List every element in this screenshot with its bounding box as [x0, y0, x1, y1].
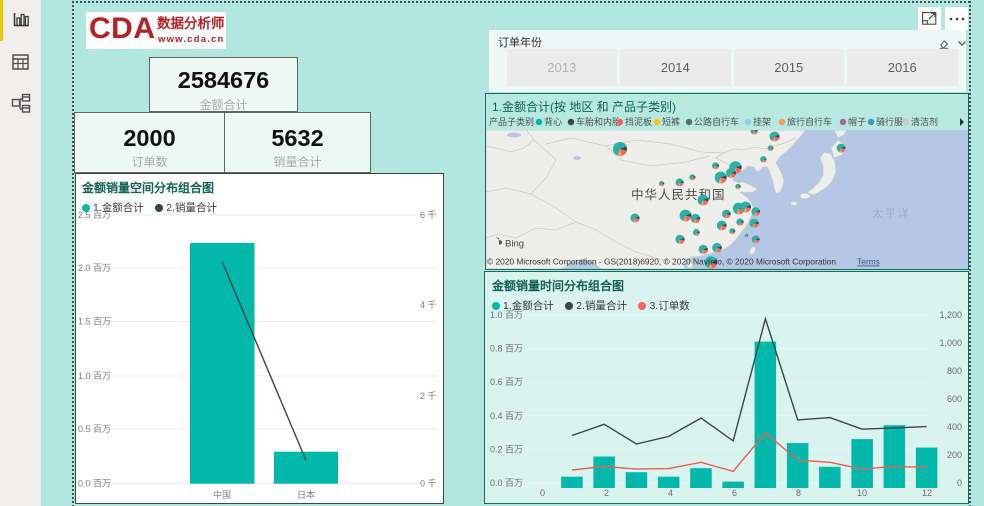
svg-text:短裤: 短裤 — [662, 116, 680, 127]
svg-text:4 千: 4 千 — [420, 300, 437, 310]
svg-text:2 千: 2 千 — [420, 391, 437, 401]
svg-text:0 千: 0 千 — [420, 479, 437, 489]
svg-text:200: 200 — [947, 450, 962, 460]
svg-text:0: 0 — [540, 488, 545, 498]
svg-text:6: 6 — [732, 488, 737, 498]
svg-text:日本: 日本 — [297, 489, 315, 500]
svg-text:挂架: 挂架 — [753, 116, 771, 127]
svg-text:Terms: Terms — [857, 257, 880, 267]
svg-text:0.4 百万: 0.4 百万 — [490, 411, 523, 421]
svg-text:0: 0 — [957, 478, 962, 488]
svg-text:中国: 中国 — [213, 489, 231, 500]
svg-text:600: 600 — [947, 394, 962, 404]
svg-text:清洁剂: 清洁剂 — [911, 116, 938, 127]
svg-text:© 2020 Microsoft Corporation -: © 2020 Microsoft Corporation - GS(2018)6… — [487, 257, 836, 267]
svg-text:2.0 百万: 2.0 百万 — [78, 263, 111, 273]
svg-text:挡泥板: 挡泥板 — [625, 116, 652, 127]
svg-text:车胎和内胎: 车胎和内胎 — [576, 116, 621, 127]
svg-text:0.8 百万: 0.8 百万 — [490, 344, 523, 354]
svg-text:0.5 百万: 0.5 百万 — [78, 424, 111, 434]
svg-text:旅行自行车: 旅行自行车 — [787, 116, 832, 127]
svg-text:太平洋: 太平洋 — [872, 206, 911, 220]
svg-text:8: 8 — [796, 488, 801, 498]
svg-text:1.0 百万: 1.0 百万 — [490, 310, 523, 320]
svg-text:公路自行车: 公路自行车 — [694, 116, 739, 127]
svg-text:Bing: Bing — [505, 239, 524, 250]
svg-text:1.0 百万: 1.0 百万 — [78, 371, 111, 381]
svg-text:400: 400 — [947, 422, 962, 432]
svg-text:0.0 百万: 0.0 百万 — [78, 479, 111, 489]
svg-text:0.2 百万: 0.2 百万 — [490, 444, 523, 454]
svg-text:6 千: 6 千 — [420, 210, 437, 220]
svg-text:1,200: 1,200 — [939, 310, 962, 320]
svg-text:1.5 百万: 1.5 百万 — [78, 317, 111, 327]
svg-text:帽子: 帽子 — [848, 116, 866, 127]
svg-text:0.0 百万: 0.0 百万 — [490, 478, 523, 488]
svg-text:4: 4 — [668, 488, 673, 498]
svg-text:产品子类别: 产品子类别 — [489, 116, 534, 127]
svg-text:2: 2 — [604, 488, 609, 498]
svg-text:10: 10 — [857, 488, 867, 498]
svg-text:中华人民共和国: 中华人民共和国 — [631, 187, 726, 202]
svg-text:背心: 背心 — [544, 116, 562, 127]
svg-text:骑行服: 骑行服 — [876, 116, 903, 127]
svg-text:800: 800 — [947, 366, 962, 376]
svg-text:1,000: 1,000 — [939, 338, 962, 348]
svg-text:12: 12 — [922, 488, 932, 498]
svg-text:0.6 百万: 0.6 百万 — [490, 377, 523, 387]
svg-text:2.5 百万: 2.5 百万 — [78, 210, 111, 220]
